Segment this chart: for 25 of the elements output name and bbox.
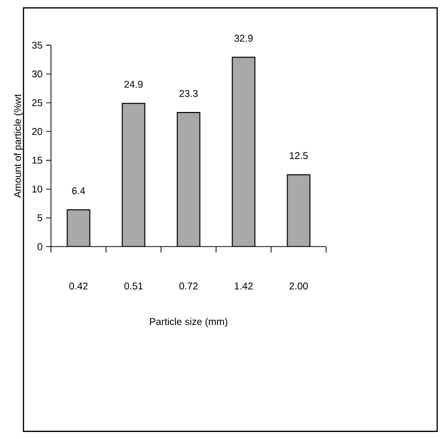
bar — [122, 102, 146, 247]
bar — [176, 112, 200, 247]
x-tick-label: 2.00 — [290, 282, 308, 290]
y-tick-label: 25 — [32, 99, 42, 106]
data-label: 24.9 — [124, 80, 143, 88]
y-tick-label: 30 — [32, 70, 42, 78]
y-tick-label: 35 — [32, 42, 42, 49]
data-label: 23.3 — [179, 90, 198, 97]
x-axis-title: Particle size (mm) — [150, 318, 228, 327]
x-tick-label: 1.42 — [234, 282, 253, 290]
y-axis-title: Amount of particle (%wt — [14, 94, 23, 198]
y-tick-label: 15 — [32, 156, 42, 164]
data-label: 12.5 — [290, 152, 308, 160]
data-label: 6.4 — [72, 187, 86, 194]
bar — [286, 174, 310, 247]
y-tick-label: 5 — [38, 214, 42, 222]
x-tick-label: 0.51 — [124, 282, 143, 290]
bar — [66, 209, 90, 247]
x-tick-label: 0.72 — [179, 282, 198, 290]
y-tick-label: 0 — [38, 243, 42, 250]
x-tick-label: 0.42 — [69, 282, 88, 290]
y-tick-label: 20 — [32, 128, 42, 135]
data-label: 32.9 — [234, 34, 253, 42]
bar — [232, 56, 256, 247]
y-tick-label: 10 — [32, 186, 42, 192]
